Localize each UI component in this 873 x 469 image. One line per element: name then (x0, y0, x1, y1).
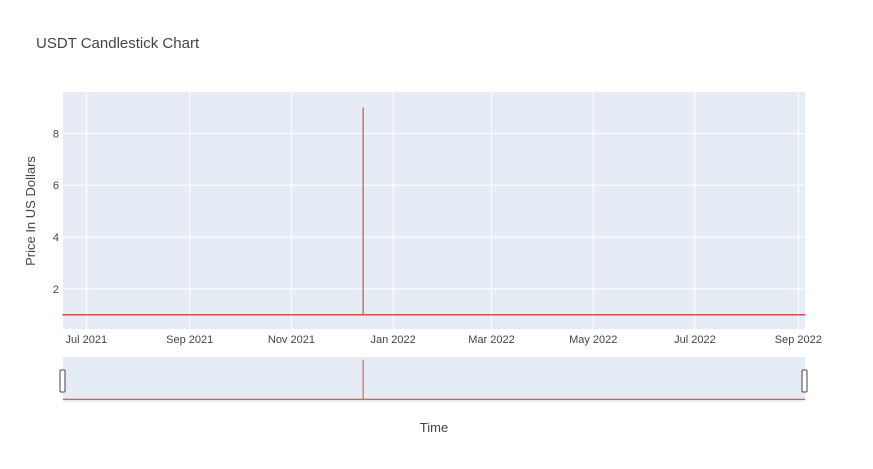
candle-body (317, 314, 319, 316)
y-axis-title: Price In US Dollars (23, 156, 38, 266)
candle-body (112, 314, 114, 316)
main-series (62, 107, 806, 316)
candle-body (804, 314, 806, 316)
range-slider-right-handle[interactable] (801, 369, 808, 393)
x-tick-label: Sep 2021 (166, 334, 213, 346)
candle-body (62, 314, 64, 316)
x-tick-label: Jan 2022 (371, 334, 416, 346)
main-plot-area[interactable] (63, 92, 805, 329)
x-tick-label: Jul 2021 (66, 334, 108, 346)
candle-body (360, 314, 363, 316)
x-axis-title: Time (420, 420, 448, 435)
x-tick-label: Nov 2021 (268, 334, 315, 346)
chart-title: USDT Candlestick Chart (36, 35, 200, 52)
y-tick-label: 6 (53, 180, 59, 192)
x-tick-label: May 2022 (569, 334, 617, 346)
x-tick-label: Mar 2022 (468, 334, 514, 346)
candle-body (364, 314, 366, 316)
candle-body (467, 314, 469, 316)
candle-body (164, 314, 166, 316)
candle-body (717, 314, 719, 316)
candle-body (362, 314, 364, 316)
y-axis-ticks: 2 4 6 8 (53, 128, 59, 295)
y-tick-label: 8 (53, 128, 59, 140)
range-slider-series (62, 359, 806, 400)
y-tick-label: 2 (53, 284, 59, 296)
candle-body (265, 314, 268, 316)
y-tick-label: 4 (53, 232, 59, 244)
candle-body (610, 314, 613, 316)
candle-body (769, 314, 771, 316)
candle-body (667, 314, 669, 316)
range-slider-left-handle[interactable] (59, 369, 66, 393)
candle-body (514, 314, 516, 316)
main-gridlines (63, 92, 805, 329)
candle-body (215, 314, 218, 316)
x-axis-ticks: Jul 2021 Sep 2021 Nov 2021 Jan 2022 Mar 2022… (66, 334, 822, 346)
candle-body (415, 314, 418, 316)
x-tick-label: Sep 2022 (775, 334, 822, 346)
x-tick-label: Jul 2022 (674, 334, 716, 346)
range-slider[interactable] (63, 357, 805, 402)
candle-body (565, 314, 568, 316)
